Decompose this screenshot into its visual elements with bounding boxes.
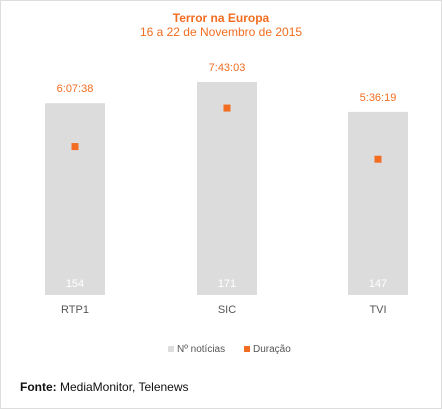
duration-label: 7:43:03 — [209, 62, 246, 74]
duration-marker-sic — [223, 104, 231, 112]
bar-value-label: 171 — [218, 278, 236, 290]
bar-sic — [197, 81, 257, 296]
legend-swatch-noticias — [168, 346, 174, 352]
duration-marker-tvi — [374, 155, 382, 163]
source-label: Fonte: — [20, 380, 57, 394]
source-note: Fonte: MediaMonitor, Telenews — [20, 380, 189, 394]
chart-title: Terror na Europa — [172, 11, 270, 25]
duration-label: 6:07:38 — [57, 83, 94, 95]
bar-value-label: 154 — [66, 278, 84, 290]
chart-subtitle: 16 a 22 de Novembro de 2015 — [139, 25, 303, 39]
duration-label: 5:36:19 — [360, 92, 397, 104]
category-label: RTP1 — [61, 304, 89, 316]
bar-value-label: 147 — [369, 278, 387, 290]
source-text: MediaMonitor, Telenews — [60, 380, 189, 394]
legend-swatch-duracao — [244, 346, 250, 352]
legend-label-noticias: Nº notícias — [177, 344, 225, 355]
bar-tvi — [348, 111, 408, 295]
category-label: SIC — [218, 304, 236, 316]
legend-label-duracao: Duração — [253, 344, 291, 355]
bar-rtp1 — [45, 103, 105, 295]
category-label: TVI — [369, 304, 386, 316]
duration-marker-rtp1 — [71, 143, 79, 151]
